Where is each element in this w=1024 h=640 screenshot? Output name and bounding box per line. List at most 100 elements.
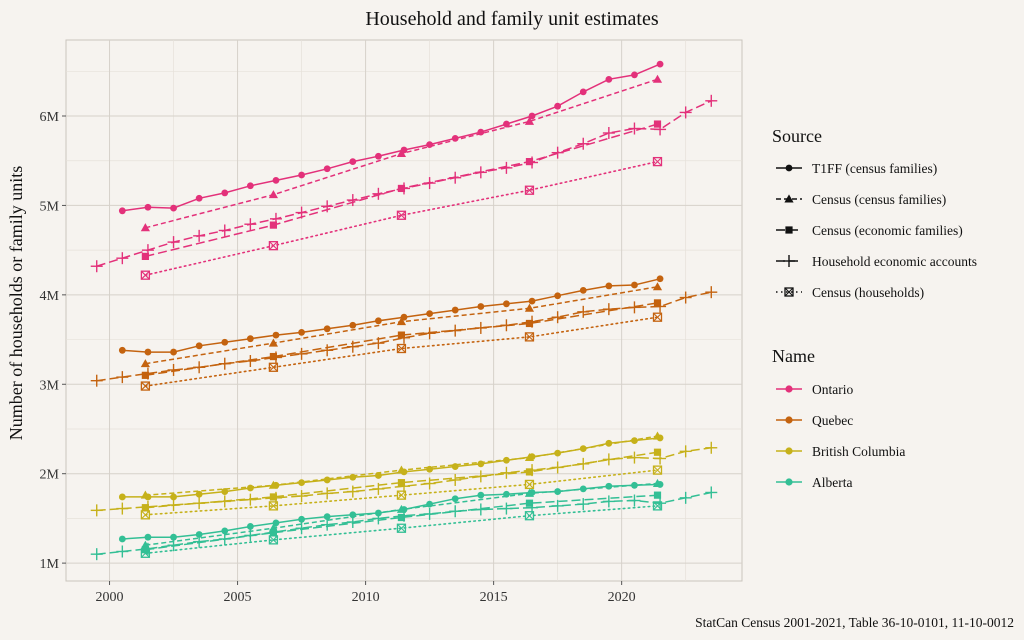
data-point-alberta-household-economic-accounts: [90, 548, 103, 561]
data-point-alberta-t1ff-census-families: [426, 500, 434, 508]
data-point-british-columbia-census-economic-families: [397, 479, 406, 487]
y-tick-label: 6M: [40, 110, 60, 125]
data-point-quebec-t1ff-census-families: [272, 331, 280, 339]
data-point-british-columbia-t1ff-census-families: [323, 476, 331, 484]
data-point-alberta-household-economic-accounts: [398, 509, 410, 522]
plot-panel: [65, 39, 743, 582]
data-point-british-columbia-t1ff-census-families: [477, 460, 485, 468]
data-point-ontario-census-census-families: [524, 116, 535, 125]
data-point-alberta-household-economic-accounts: [167, 539, 180, 552]
data-point-quebec-t1ff-census-families: [503, 300, 510, 308]
data-point-ontario-household-economic-accounts: [116, 252, 129, 265]
data-point-quebec-census-economic-families: [525, 319, 534, 328]
data-point-alberta-t1ff-census-families: [605, 482, 613, 490]
data-point-british-columbia-household-economic-accounts: [346, 485, 359, 498]
data-point-british-columbia-household-economic-accounts: [423, 477, 436, 490]
data-point-british-columbia-census-economic-families: [141, 504, 149, 512]
data-point-quebec-t1ff-census-families: [349, 321, 357, 329]
x-tick-label: 2015: [480, 590, 508, 605]
data-point-alberta-t1ff-census-families: [579, 485, 587, 493]
data-point-quebec-census-census-families: [524, 303, 535, 312]
data-point-ontario-household-economic-accounts: [628, 122, 641, 135]
data-point-ontario-household-economic-accounts: [372, 187, 385, 200]
data-point-british-columbia-household-economic-accounts: [372, 482, 385, 495]
data-point-ontario-household-economic-accounts: [449, 171, 462, 184]
legend-marker-triangle: [784, 194, 794, 203]
data-point-alberta-t1ff-census-families: [503, 490, 510, 498]
source-legend-label: Census (households): [812, 285, 924, 300]
data-point-british-columbia-household-economic-accounts: [167, 498, 180, 511]
data-point-quebec-household-economic-accounts: [346, 340, 359, 353]
data-point-alberta-household-economic-accounts: [474, 503, 487, 516]
data-point-alberta-household-economic-accounts: [449, 505, 462, 518]
data-point-british-columbia-t1ff-census-families: [349, 473, 357, 481]
data-point-quebec-t1ff-census-families: [221, 338, 229, 346]
data-point-ontario-household-economic-accounts: [654, 123, 667, 136]
data-point-quebec-household-economic-accounts: [269, 351, 282, 364]
data-point-quebec-household-economic-accounts: [193, 361, 206, 374]
data-point-ontario-t1ff-census-families: [451, 134, 459, 142]
data-point-british-columbia-census-census-families: [396, 465, 407, 474]
legend-color-dot: [785, 478, 793, 486]
data-point-alberta-household-economic-accounts: [500, 502, 513, 515]
data-point-ontario-household-economic-accounts: [602, 126, 615, 139]
data-point-alberta-household-economic-accounts: [295, 522, 308, 535]
x-axis: 2000 2005 2010 2015 2020: [96, 581, 636, 605]
data-point-british-columbia-t1ff-census-families: [631, 437, 638, 445]
data-point-ontario-household-economic-accounts: [193, 229, 206, 242]
data-point-alberta-t1ff-census-families: [323, 513, 331, 521]
series-points: [90, 60, 718, 561]
data-point-alberta-t1ff-census-families: [477, 491, 485, 499]
data-point-british-columbia-household-economic-accounts: [193, 497, 206, 510]
data-point-alberta-t1ff-census-families: [298, 515, 305, 523]
data-point-ontario-census-census-families: [396, 148, 407, 158]
data-point-ontario-household-economic-accounts: [244, 218, 257, 231]
data-point-ontario-t1ff-census-families: [579, 88, 587, 96]
data-point-british-columbia-household-economic-accounts: [244, 493, 257, 506]
data-point-ontario-census-economic-families: [141, 252, 149, 260]
name-legend-item: Ontario: [776, 382, 853, 397]
data-point-alberta-household-economic-accounts: [577, 498, 590, 511]
data-point-quebec-t1ff-census-families: [323, 325, 331, 333]
data-point-british-columbia-household-economic-accounts: [474, 470, 487, 483]
data-point-quebec-t1ff-census-families: [246, 335, 254, 343]
data-point-ontario-household-economic-accounts: [551, 146, 564, 159]
data-point-quebec-household-economic-accounts: [679, 291, 692, 304]
data-point-quebec-census-economic-families: [397, 331, 406, 339]
data-point-british-columbia-census-economic-families: [269, 493, 278, 501]
chart-title: Household and family unit estimates: [365, 8, 658, 30]
source-legend-item: Household economic accounts: [776, 254, 977, 269]
name-legend-label: Quebec: [812, 413, 853, 428]
legend-color-dot: [785, 385, 793, 393]
data-point-ontario-census-economic-families: [525, 158, 534, 166]
data-point-alberta-census-households: [140, 548, 151, 558]
data-point-british-columbia-household-economic-accounts: [500, 466, 513, 479]
data-point-ontario-household-economic-accounts: [500, 161, 513, 174]
data-point-quebec-household-economic-accounts: [474, 321, 487, 334]
data-point-ontario-household-economic-accounts: [398, 182, 410, 195]
data-point-british-columbia-t1ff-census-families: [503, 456, 510, 464]
data-point-alberta-household-economic-accounts: [372, 512, 385, 525]
data-point-alberta-household-economic-accounts: [705, 486, 718, 499]
data-point-quebec-household-economic-accounts: [602, 303, 615, 316]
data-point-quebec-household-economic-accounts: [141, 367, 154, 380]
data-point-ontario-census-households: [652, 156, 663, 167]
data-point-ontario-t1ff-census-families: [195, 194, 203, 202]
data-point-british-columbia-household-economic-accounts: [90, 504, 103, 517]
data-point-british-columbia-household-economic-accounts: [654, 452, 667, 465]
data-point-quebec-t1ff-census-families: [298, 329, 305, 336]
data-point-alberta-census-households: [396, 523, 407, 533]
source-legend-item: Census (census families): [776, 192, 946, 207]
data-point-quebec-t1ff-census-families: [118, 346, 126, 354]
data-point-alberta-census-census-families: [652, 478, 663, 487]
data-point-ontario-t1ff-census-families: [503, 120, 510, 128]
data-point-ontario-household-economic-accounts: [269, 212, 282, 225]
data-point-quebec-t1ff-census-families: [656, 275, 664, 283]
y-tick-label: 3M: [40, 378, 60, 393]
data-point-british-columbia-census-census-families: [524, 452, 535, 462]
legend-color-dot: [785, 447, 793, 455]
data-point-british-columbia-household-economic-accounts: [218, 495, 231, 508]
data-point-quebec-census-households: [140, 381, 151, 391]
data-point-alberta-household-economic-accounts: [628, 494, 641, 507]
